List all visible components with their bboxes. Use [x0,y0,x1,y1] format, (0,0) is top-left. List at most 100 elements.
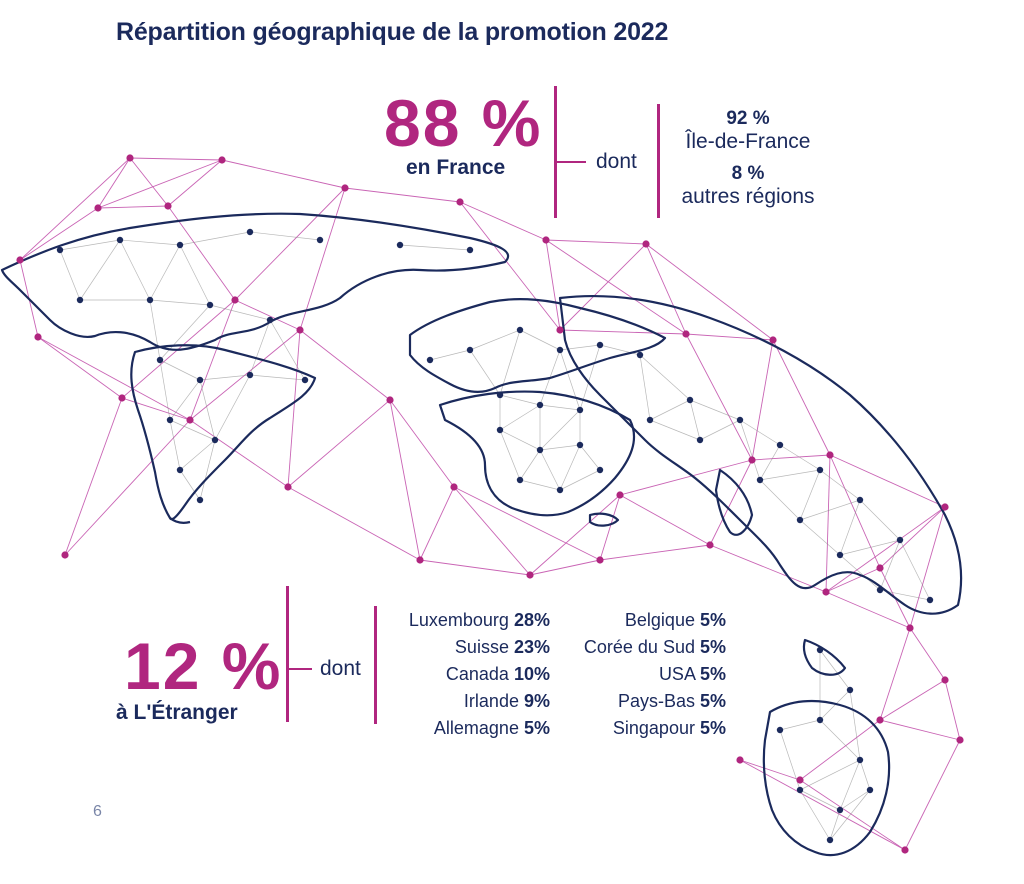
network-line [759,444,781,481]
network-line [879,506,946,569]
network-line [829,789,871,841]
countries-left-list: Luxembourg 28% Suisse 23% Canada 10% Irl… [384,607,550,742]
network-line [739,419,781,446]
network-node [796,776,804,784]
network-line [287,399,391,488]
abroad-divider [286,586,289,722]
network-line [819,469,861,501]
network-line [545,239,561,331]
network-line [899,539,931,601]
network-node [826,836,834,844]
network-line [453,486,601,561]
network-line [529,494,621,576]
network-node [76,296,84,304]
idf-label: Île-de-France [685,130,811,153]
south-america-tip [169,517,191,524]
network-line [739,759,906,851]
network-node [296,326,304,334]
network-line [149,299,211,306]
network-line [825,454,831,593]
network-line [909,627,946,681]
network-node [941,676,949,684]
network-line [121,397,191,421]
network-node [456,198,464,206]
network-node [776,726,784,734]
network-line [299,329,391,401]
network-node [816,466,824,474]
network-line [199,379,216,441]
network-line [199,439,216,501]
network-line [825,591,911,629]
country-pct: 10% [513,664,550,684]
network-line [829,809,841,841]
country-item: Allemagne 5% [384,715,550,742]
network-node [926,596,934,604]
network-line [221,159,346,189]
network-line [799,759,861,791]
network-line [97,159,223,209]
france-breakdown-regions: 8 % autres régions [664,163,832,209]
network-line [772,339,831,456]
country-pct: 5% [699,610,726,630]
countries-divider [374,606,377,724]
network-line [619,459,753,496]
network-line [234,187,346,301]
network-node [682,330,690,338]
network-line [545,239,647,245]
country-pct: 5% [699,691,726,711]
network-line [879,679,946,721]
network-line [159,359,201,381]
network-line [639,354,651,421]
network-line [759,469,821,481]
network-line [97,157,131,209]
network-node [266,316,274,324]
network-node [866,786,874,794]
network-node [826,451,834,459]
network-node [796,516,804,524]
grid-lines [59,231,931,841]
network-node [450,483,458,491]
france-dont: dont [596,150,637,173]
network-node [156,356,164,364]
india-outline [714,468,754,536]
network-node [876,716,884,724]
network-line [287,486,421,561]
network-line [649,419,701,441]
france-connector [556,161,586,163]
network-line [519,329,561,351]
asia-outline [558,294,963,615]
network-line [519,449,541,481]
network-node [596,341,604,349]
network-line [269,319,306,381]
network-line [779,719,821,731]
network-line [37,336,123,399]
australia-outline [762,699,891,857]
network-node [556,326,564,334]
network-line [849,689,861,761]
country-item: Suisse 23% [384,634,550,661]
network-node [686,396,694,404]
network-line [199,374,251,381]
network-node [846,686,854,694]
network-line [389,399,455,488]
network-line [179,231,251,246]
network-line [709,459,753,546]
country-name: Corée du Sud [583,637,695,657]
network-line [799,789,831,841]
network-node [16,256,24,264]
network-line [879,719,961,741]
france-breakdown-divider [657,104,660,218]
network-line [645,243,687,335]
network-line [499,404,541,431]
network-node [836,551,844,559]
page-number: 6 [93,803,102,820]
network-node [146,296,154,304]
network-line [709,544,827,593]
network-line [249,319,271,376]
network-line [799,469,821,521]
network-node [526,571,534,579]
network-node [748,456,756,464]
country-item: Irlande 9% [384,688,550,715]
network-line [649,399,691,421]
